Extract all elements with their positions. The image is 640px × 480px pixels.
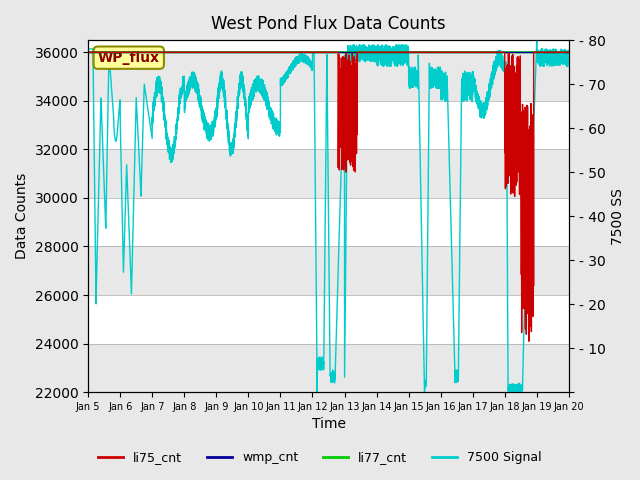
Y-axis label: 7500 SS: 7500 SS <box>611 188 625 244</box>
Bar <box>88 198 569 246</box>
Bar <box>88 149 569 198</box>
Y-axis label: Data Counts: Data Counts <box>15 173 29 259</box>
Bar <box>88 344 569 392</box>
Legend: li75_cnt, wmp_cnt, li77_cnt, 7500 Signal: li75_cnt, wmp_cnt, li77_cnt, 7500 Signal <box>93 446 547 469</box>
X-axis label: Time: Time <box>312 418 346 432</box>
Bar <box>88 295 569 344</box>
Title: West Pond Flux Data Counts: West Pond Flux Data Counts <box>211 15 446 33</box>
Text: WP_flux: WP_flux <box>98 51 160 65</box>
Bar <box>88 52 569 101</box>
Bar <box>88 101 569 149</box>
Bar <box>88 246 569 295</box>
